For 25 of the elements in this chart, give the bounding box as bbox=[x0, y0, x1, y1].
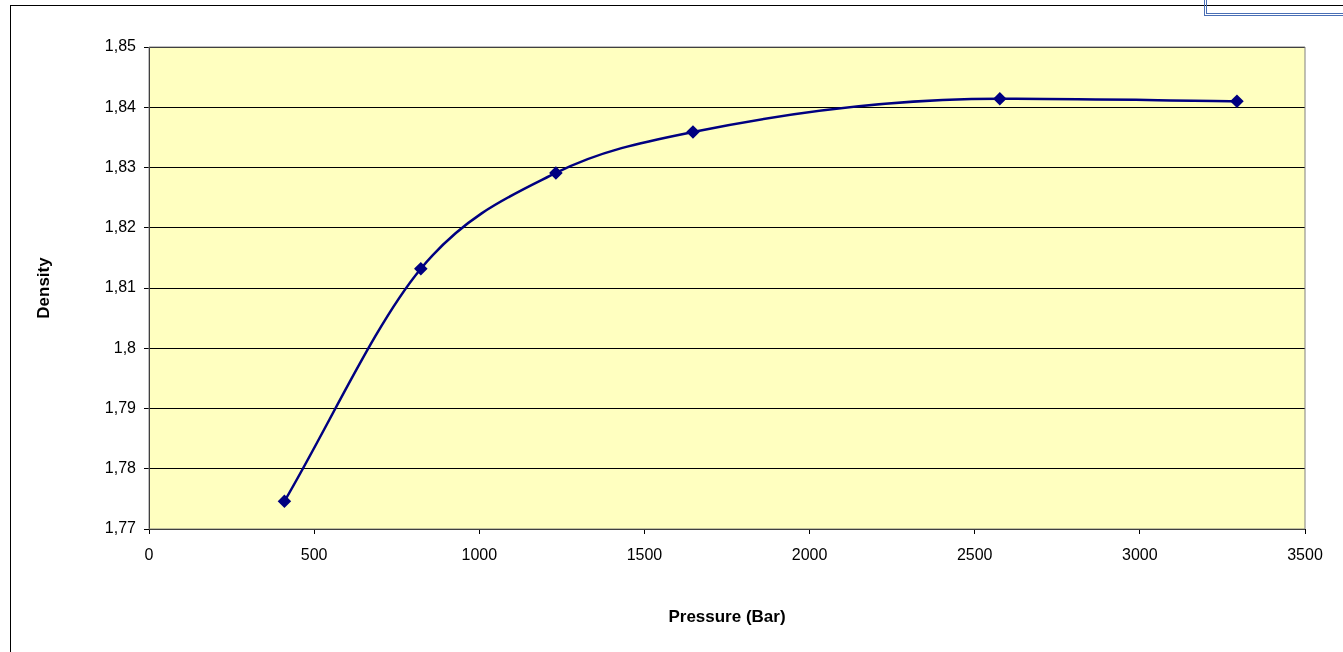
x-tick-label: 3500 bbox=[1287, 546, 1323, 564]
x-tick-label: 0 bbox=[144, 546, 154, 564]
x-tick-label: 500 bbox=[300, 546, 328, 564]
x-tick-label: 1500 bbox=[626, 546, 663, 564]
y-tick-label: 1,79 bbox=[104, 398, 137, 416]
y-tick-label: 1,84 bbox=[104, 97, 137, 115]
y-tick-label: 1,8 bbox=[113, 338, 137, 356]
y-tick-label: 1,81 bbox=[104, 278, 137, 296]
y-tick-label: 1,82 bbox=[104, 218, 137, 236]
x-tick-label: 2500 bbox=[956, 546, 993, 564]
x-tick-label: 3000 bbox=[1122, 546, 1158, 564]
point bbox=[549, 166, 563, 180]
y-tick-label: 1,78 bbox=[104, 459, 137, 477]
x-tick-label: 1000 bbox=[461, 546, 498, 564]
y-tick-label: 1,83 bbox=[104, 157, 137, 175]
x-axis-title: Pressure (Bar) bbox=[668, 607, 786, 627]
x-tick-label: 2000 bbox=[791, 546, 828, 564]
point bbox=[686, 125, 700, 139]
point bbox=[278, 495, 291, 508]
y-tick-label: 1,77 bbox=[104, 519, 137, 537]
point bbox=[993, 92, 1007, 106]
point bbox=[1230, 94, 1244, 108]
point bbox=[414, 262, 428, 275]
y-axis-title: Density bbox=[33, 256, 53, 319]
y-tick-label: 1,85 bbox=[104, 37, 137, 55]
